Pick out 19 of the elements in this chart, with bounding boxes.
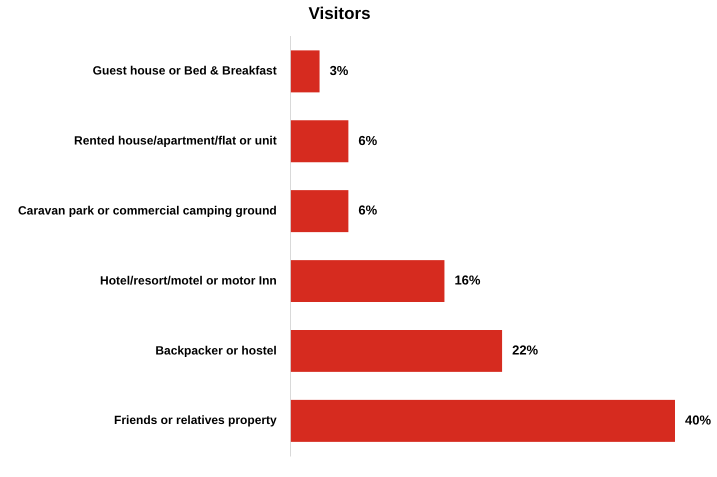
bar [290,190,348,232]
chart-title: Visitors [308,4,371,23]
y-tick-label: Rented house/apartment/flat or unit [74,134,277,148]
data-label: 40% [685,412,712,428]
bar [290,330,502,372]
bar [290,50,320,92]
y-tick-label: Hotel/resort/motel or motor Inn [100,273,277,288]
y-tick-label: Friends or relatives property [114,413,278,428]
y-tick-label: Backpacker or hostel [155,343,277,358]
bar [290,260,444,302]
data-label: 6% [358,132,378,148]
y-tick-label: Guest house or Bed & Breakfast [92,64,277,78]
data-label: 3% [330,62,349,78]
bar [290,120,348,162]
bar [290,400,675,442]
data-label: 22% [512,342,539,358]
y-tick-label: Caravan park or commercial camping ground [18,203,277,218]
data-label: 16% [454,272,481,288]
data-label: 6% [358,202,378,218]
